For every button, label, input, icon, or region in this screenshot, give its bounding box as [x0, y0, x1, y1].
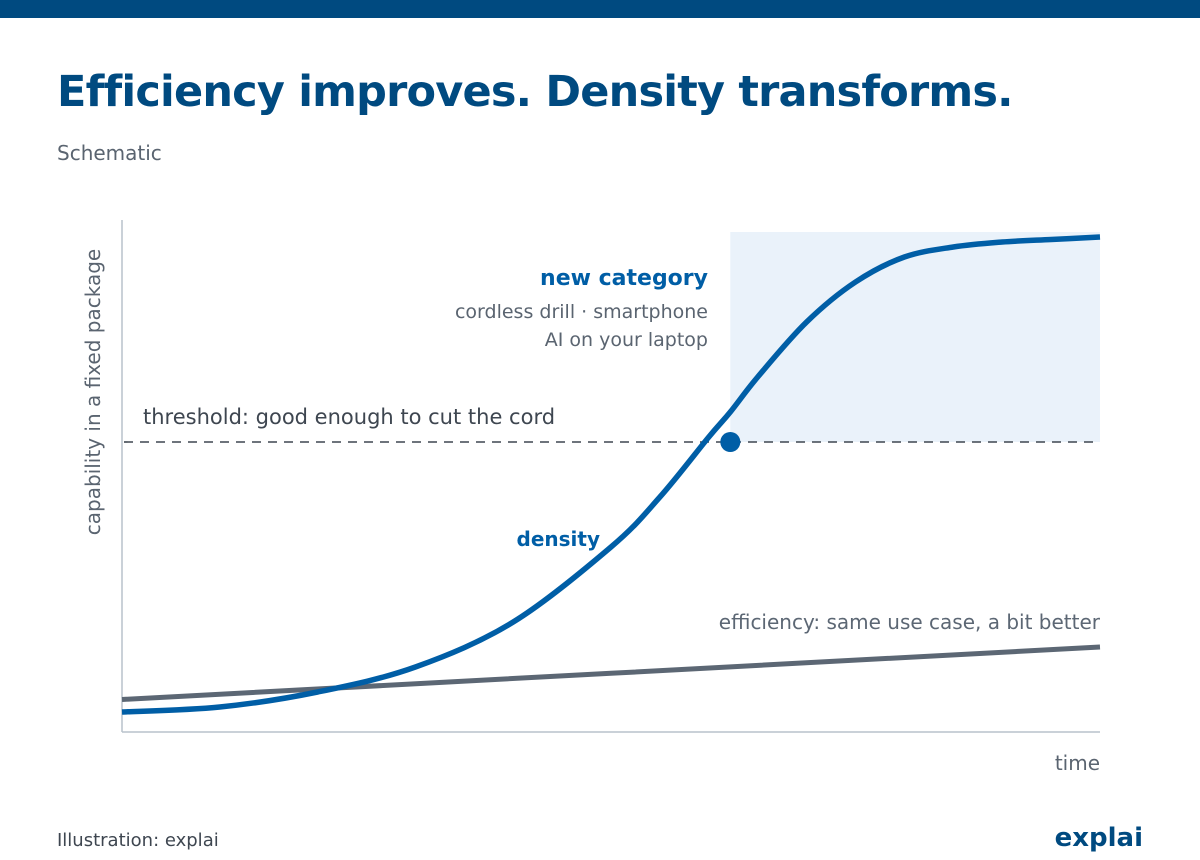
new-category-examples-line-2: AI on your laptop — [545, 329, 708, 351]
new-category-title: new category — [540, 266, 708, 291]
threshold-label: threshold: good enough to cut the cord — [143, 405, 555, 429]
y-axis-label: capability in a fixed package — [81, 249, 105, 535]
efficiency-line — [121, 644, 1101, 702]
density-series-label: density — [517, 527, 600, 551]
page-subtitle: Schematic — [57, 141, 162, 165]
new-category-region — [730, 232, 1100, 442]
new-category-examples-line-1: cordless drill · smartphone — [455, 301, 708, 323]
density-line — [121, 234, 1101, 715]
illustration-credit: Illustration: explai — [57, 830, 219, 851]
threshold-crossing-point — [720, 432, 741, 452]
page-title: Efficiency improves. Density transforms. — [57, 67, 1014, 117]
brand-logo: explai — [1054, 823, 1143, 853]
x-axis-label: time — [1055, 751, 1100, 775]
efficiency-series-label: efficiency: same use case, a bit better — [719, 610, 1101, 634]
top-accent-bar — [0, 0, 1200, 18]
